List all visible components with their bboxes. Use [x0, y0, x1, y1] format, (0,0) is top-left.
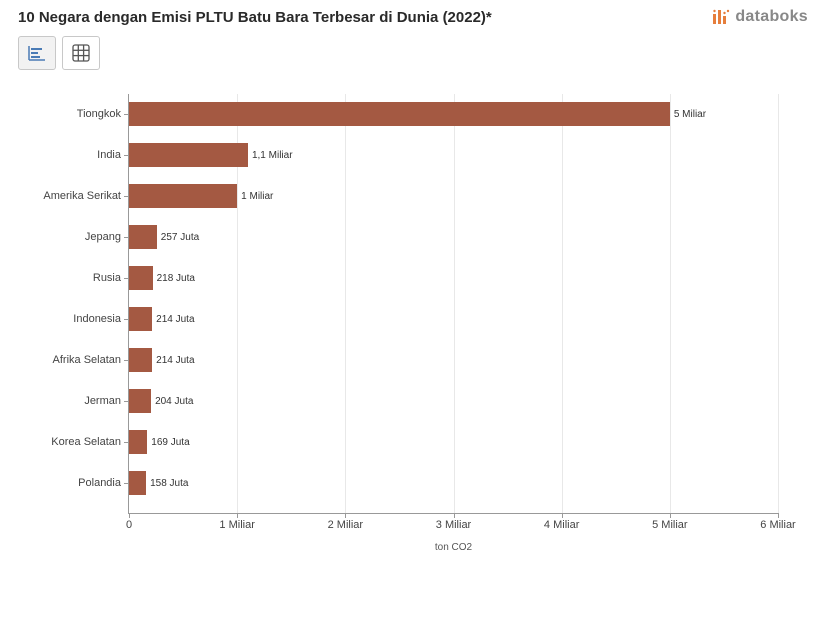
y-tick-mark	[124, 442, 129, 443]
bar-value-label: 214 Juta	[156, 355, 194, 366]
grid-line	[778, 94, 779, 513]
x-tick-label: 6 Miliar	[760, 513, 795, 531]
y-tick-mark	[124, 237, 129, 238]
y-category-label: Jepang	[19, 225, 129, 249]
bar[interactable]	[129, 225, 157, 249]
y-tick-mark	[124, 278, 129, 279]
bar-value-label: 1,1 Miliar	[252, 150, 293, 161]
bar[interactable]	[129, 184, 237, 208]
table-view-button[interactable]	[62, 36, 100, 70]
brand-logo: databoks	[711, 8, 808, 26]
bar-row: Korea Selatan169 Juta	[129, 430, 778, 454]
y-category-label: Korea Selatan	[19, 430, 129, 454]
y-category-label: India	[19, 143, 129, 167]
x-tick-label: 5 Miliar	[652, 513, 687, 531]
x-tick-label: 1 Miliar	[219, 513, 254, 531]
bar-row: Tiongkok5 Miliar	[129, 102, 778, 126]
bar-value-label: 257 Juta	[161, 232, 199, 243]
bar-row: Rusia218 Juta	[129, 266, 778, 290]
bar[interactable]	[129, 102, 670, 126]
bar[interactable]	[129, 307, 152, 331]
y-category-label: Rusia	[19, 266, 129, 290]
plot-region: ton CO2 01 Miliar2 Miliar3 Miliar4 Milia…	[128, 94, 778, 514]
x-tick-label: 0	[126, 513, 132, 531]
bar-value-label: 1 Miliar	[241, 191, 273, 202]
bar[interactable]	[129, 430, 147, 454]
bar[interactable]	[129, 348, 152, 372]
y-tick-mark	[124, 483, 129, 484]
y-tick-mark	[124, 155, 129, 156]
y-category-label: Amerika Serikat	[19, 184, 129, 208]
bar-value-label: 169 Juta	[151, 437, 189, 448]
y-category-label: Polandia	[19, 471, 129, 495]
y-tick-mark	[124, 360, 129, 361]
x-axis-title: ton CO2	[435, 542, 472, 553]
bar-row: Indonesia214 Juta	[129, 307, 778, 331]
bar-row: Afrika Selatan214 Juta	[129, 348, 778, 372]
bar[interactable]	[129, 471, 146, 495]
bar-row: Jerman204 Juta	[129, 389, 778, 413]
y-category-label: Tiongkok	[19, 102, 129, 126]
bar-row: India1,1 Miliar	[129, 143, 778, 167]
y-category-label: Afrika Selatan	[19, 348, 129, 372]
y-tick-mark	[124, 114, 129, 115]
view-toolbar	[18, 36, 808, 70]
chart-area: ton CO2 0 1 Miliar 2 Miliar 3 Miliar 4 Milia…	[128, 94, 778, 554]
x-tick-label: 2 Miliar	[328, 513, 363, 531]
y-tick-mark	[124, 196, 129, 197]
bar-value-label: 5 Miliar	[674, 109, 706, 120]
bar[interactable]	[129, 143, 248, 167]
y-tick-mark	[124, 319, 129, 320]
bar-value-label: 204 Juta	[155, 396, 193, 407]
bar-row: Polandia158 Juta	[129, 471, 778, 495]
bar-value-label: 214 Juta	[156, 314, 194, 325]
x-tick-label: 3 Miliar	[436, 513, 471, 531]
y-tick-mark	[124, 401, 129, 402]
bar[interactable]	[129, 266, 153, 290]
y-category-label: Jerman	[19, 389, 129, 413]
bar-value-label: 158 Juta	[150, 478, 188, 489]
bar-row: Amerika Serikat1 Miliar	[129, 184, 778, 208]
grid-icon	[72, 44, 90, 62]
x-tick-label: 4 Miliar	[544, 513, 579, 531]
bar-value-label: 218 Juta	[157, 273, 195, 284]
chart-view-button[interactable]	[18, 36, 56, 70]
databoks-icon	[711, 8, 731, 26]
bar-row: Jepang257 Juta	[129, 225, 778, 249]
brand-name: databoks	[735, 8, 808, 26]
y-category-label: Indonesia	[19, 307, 129, 331]
bar[interactable]	[129, 389, 151, 413]
bar-chart-icon	[27, 44, 47, 62]
chart-title: 10 Negara dengan Emisi PLTU Batu Bara Te…	[18, 9, 492, 26]
